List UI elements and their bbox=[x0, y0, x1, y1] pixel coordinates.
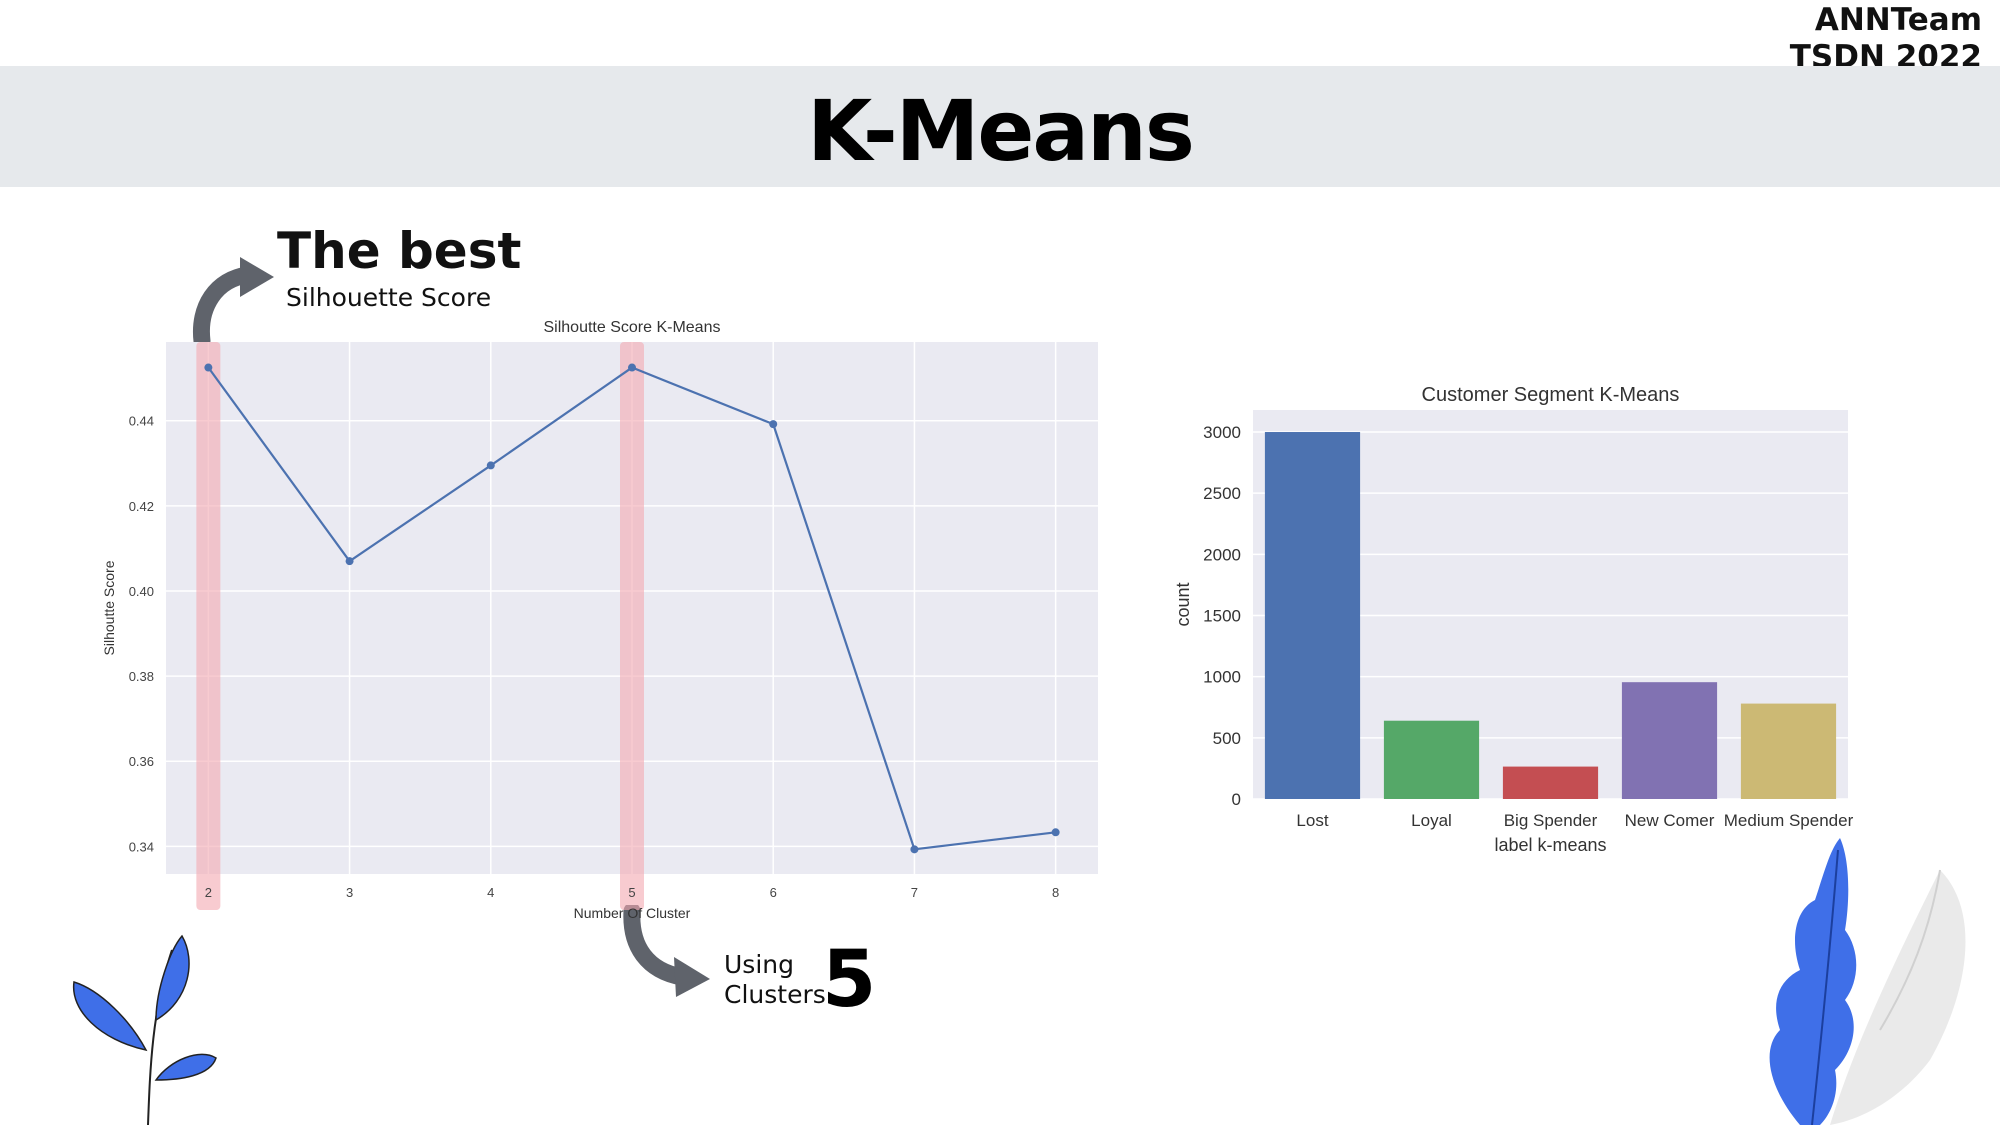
data-point bbox=[486, 461, 495, 470]
y-tick-label: 0 bbox=[1232, 790, 1241, 809]
data-point bbox=[769, 420, 778, 429]
page-title: K-Means bbox=[807, 82, 1195, 180]
highlight-band bbox=[196, 342, 221, 910]
x-tick-label: Medium Spender bbox=[1724, 811, 1854, 830]
data-point bbox=[1051, 828, 1060, 837]
bar-new-comer bbox=[1621, 682, 1718, 799]
best-score-heading: The best bbox=[277, 222, 522, 280]
curved-arrow-up-icon bbox=[192, 257, 274, 345]
segment-bar-chart: 0 500 1000 1500 2000 2500 3000 Lost Loyal Big Spe… bbox=[1173, 384, 1854, 855]
y-axis-label: Silhoutte Score bbox=[101, 560, 117, 655]
y-tick-label: 0.42 bbox=[129, 499, 154, 514]
cluster-count: 5 bbox=[822, 935, 877, 1025]
y-tick-label: 0.38 bbox=[129, 669, 154, 684]
leaf-plant-right-icon bbox=[1769, 838, 1966, 1125]
x-tick-label: 8 bbox=[1052, 885, 1059, 900]
x-tick-label: Loyal bbox=[1411, 811, 1452, 830]
data-point bbox=[345, 557, 354, 566]
x-tick-label: Lost bbox=[1296, 811, 1328, 830]
highlight-band bbox=[620, 342, 644, 910]
y-tick-label: 0.40 bbox=[129, 584, 154, 599]
x-tick-label: 4 bbox=[487, 885, 494, 900]
clusters-label: Clusters bbox=[724, 980, 826, 1009]
title-band bbox=[0, 66, 2000, 187]
y-tick-label: 1000 bbox=[1203, 668, 1241, 687]
leaf-plant-left-icon bbox=[72, 934, 217, 1125]
chart-title: Customer Segment K-Means bbox=[1422, 384, 1680, 406]
x-tick-label: 3 bbox=[346, 885, 353, 900]
data-point bbox=[910, 845, 919, 854]
using-label: Using bbox=[724, 950, 794, 979]
silhouette-line-chart: 0.34 0.36 0.38 0.40 0.42 0.44 2 3 4 5 6 7 8 Silhoutte… bbox=[101, 319, 1098, 921]
x-tick-label: Big Spender bbox=[1504, 811, 1598, 830]
team-label: ANNTeam TSDN 2022 bbox=[1790, 2, 1982, 76]
y-tick-label: 1500 bbox=[1203, 607, 1241, 626]
y-tick-label: 0.44 bbox=[129, 414, 154, 429]
x-tick-label: 5 bbox=[628, 885, 635, 900]
y-tick-label: 0.36 bbox=[129, 754, 154, 769]
x-tick-label: 2 bbox=[205, 885, 212, 900]
y-tick-label: 2500 bbox=[1203, 484, 1241, 503]
y-tick-label: 2000 bbox=[1203, 545, 1241, 564]
x-tick-label: 6 bbox=[770, 885, 777, 900]
x-tick-label: New Comer bbox=[1625, 811, 1715, 830]
bar-loyal bbox=[1383, 720, 1480, 799]
y-axis-label: count bbox=[1173, 582, 1193, 626]
data-point bbox=[204, 363, 213, 372]
bar-medium-spender bbox=[1740, 703, 1837, 799]
y-tick-label: 500 bbox=[1213, 729, 1241, 748]
data-point bbox=[628, 363, 636, 372]
y-tick-label: 0.34 bbox=[129, 839, 154, 854]
chart-title: Silhoutte Score K-Means bbox=[544, 319, 721, 336]
x-axis-label: Number Of Cluster bbox=[574, 905, 691, 921]
y-tick-label: 3000 bbox=[1203, 423, 1241, 442]
bar-big-spender bbox=[1502, 766, 1599, 799]
bar-lost bbox=[1264, 432, 1361, 799]
x-tick-label: 7 bbox=[911, 885, 918, 900]
best-score-subheading: Silhouette Score bbox=[286, 283, 492, 312]
x-axis-label: label k-means bbox=[1494, 835, 1606, 855]
team-name: ANNTeam bbox=[1814, 2, 1982, 38]
curved-arrow-down-icon bbox=[623, 905, 710, 997]
